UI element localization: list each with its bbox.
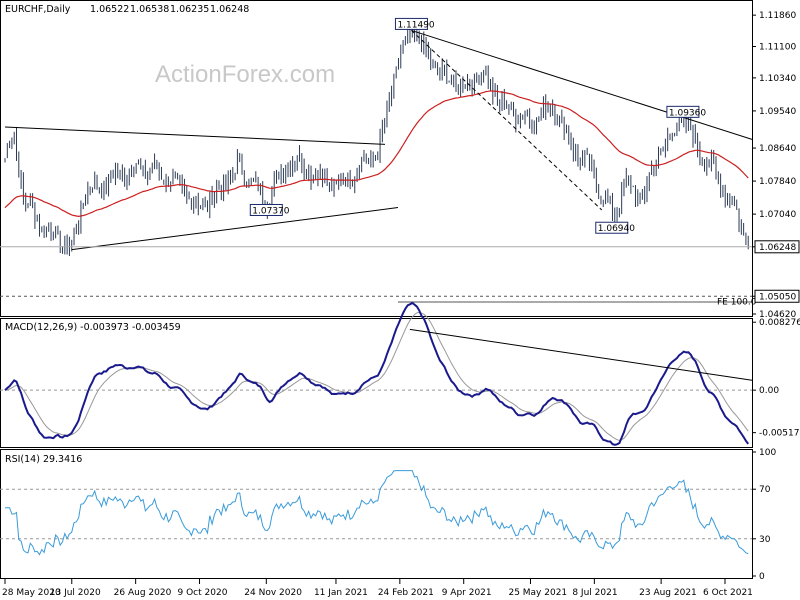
annotation-box	[595, 221, 629, 234]
price-tag-box	[754, 289, 800, 303]
price-tick-label: 1.06248	[759, 243, 796, 253]
annotation-label: FE 100.0	[717, 297, 757, 307]
x-tick-label: 24 Feb 2021	[378, 588, 434, 598]
x-tick-label: 24 Nov 2020	[244, 588, 302, 598]
ohlc-open: 1.06522	[90, 4, 129, 15]
ema-line	[4, 90, 749, 218]
upper-triangle-line	[4, 126, 386, 145]
macd-title: MACD(12,26,9) -0.003973 -0.003459	[5, 322, 181, 333]
rsi-line	[5, 470, 749, 556]
lower-triangle-line	[71, 207, 399, 251]
annotation-label: 1.06940	[598, 224, 635, 234]
x-tick-label: 9 Oct 2020	[178, 588, 228, 598]
x-tick-label: 23 Aug 2021	[639, 588, 697, 598]
axes: 1.11860 1.11100 1.10340 1.09540 1.08640 1.078…	[2, 11, 800, 598]
ohlc-low: 1.06235	[170, 4, 209, 15]
channel-line	[411, 30, 603, 211]
rsi-title: RSI(14) 29.3416	[5, 454, 82, 465]
rsi-panel	[0, 470, 752, 556]
x-tick-label: 8 Jul 2021	[572, 588, 617, 598]
rsi-tick-label: 100	[759, 448, 776, 458]
rsi-tick-label: 70	[759, 485, 771, 495]
rsi-tick-label: 0	[759, 572, 765, 582]
x-tick-label: 13 Jul 2020	[50, 588, 101, 598]
x-tick-label: 25 May 2021	[508, 588, 567, 598]
price-tick-label: 1.05050	[759, 292, 796, 302]
x-tick-label: 9 Apr 2021	[442, 588, 492, 598]
x-tick-label: 11 Jan 2021	[314, 588, 368, 598]
rsi-tick-label: 30	[759, 535, 771, 545]
x-tick-label: 6 Oct 2021	[703, 588, 753, 598]
price-tick-label: 1.11860	[759, 11, 796, 21]
ohlc-high: 1.06538	[130, 4, 169, 15]
watermark: ActionForex.com	[155, 61, 335, 88]
annotation-box	[249, 203, 283, 216]
price-tick-label: 1.07840	[759, 177, 796, 187]
macd-tick-label: 0.00	[759, 386, 779, 396]
price-tick-label: 1.04620	[759, 310, 796, 320]
descending-resistance-line	[411, 29, 753, 140]
price-tick-label: 1.07040	[759, 210, 796, 220]
ohlc-bars	[4, 20, 749, 256]
price-title: EURCHF,Daily	[5, 4, 71, 15]
annotation-label: 1.09360	[669, 108, 706, 118]
price-tick-label: 1.09540	[759, 107, 796, 117]
x-tick-label: 28 May 2020	[2, 588, 61, 598]
x-tick-label: 26 Aug 2020	[114, 588, 172, 598]
price-tick-label: 1.08640	[759, 144, 796, 154]
annotation-box	[394, 17, 428, 30]
macd-tick-label: -0.005174	[759, 429, 800, 439]
price-panel-frame	[0, 0, 753, 317]
macd-panel	[0, 301, 753, 446]
price-tick-label: 1.10340	[759, 74, 796, 84]
macd-panel-frame	[0, 318, 753, 448]
annotation-label: 1.11490	[397, 20, 434, 30]
ohlc-close: 1.06248	[210, 4, 249, 15]
price-panel: 1.11490 1.09360 1.07370 1.06940 FE 100.0	[0, 17, 757, 307]
annotation-label: 1.07370	[252, 206, 289, 216]
macd-line	[4, 301, 750, 446]
price-tick-label: 1.11100	[759, 43, 796, 53]
macd-trendline	[409, 328, 753, 381]
macd-tick-label: 0.008276	[759, 318, 800, 328]
annotation-box	[666, 105, 700, 118]
price-tag-box	[754, 240, 800, 254]
rsi-panel-frame	[0, 449, 753, 579]
